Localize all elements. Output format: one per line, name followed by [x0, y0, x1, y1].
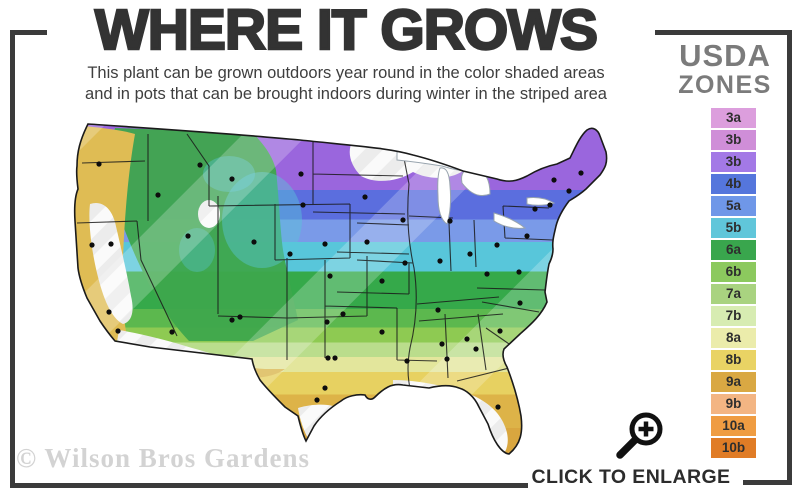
- city-dot: [404, 358, 410, 364]
- city-dot: [229, 176, 235, 182]
- zone-shading: [74, 124, 607, 454]
- city-dot: [106, 309, 112, 315]
- city-dot: [517, 300, 523, 306]
- magnifier-plus-icon[interactable]: [612, 409, 668, 465]
- city-dot: [566, 188, 572, 194]
- city-dot: [300, 202, 306, 208]
- city-dot: [237, 314, 243, 320]
- city-dot: [379, 278, 385, 284]
- subtitle-line-2: and in pots that can be brought indoors …: [85, 85, 607, 104]
- city-dot: [322, 241, 328, 247]
- watermark: © Wilson Bros Gardens: [16, 443, 310, 473]
- city-dot: [327, 273, 333, 279]
- city-dot: [497, 328, 503, 334]
- city-dot: [332, 355, 338, 361]
- zone-chip-8a: 8a: [711, 327, 756, 348]
- city-dot: [392, 386, 398, 392]
- city-dot: [400, 217, 406, 223]
- city-dot: [447, 218, 453, 224]
- city-dot: [169, 329, 175, 335]
- click-to-enlarge-button[interactable]: CLICK TO ENLARGE: [531, 466, 731, 488]
- city-dot: [89, 242, 95, 248]
- city-dot: [322, 385, 328, 391]
- city-dot: [484, 271, 490, 277]
- zone-chip-6b: 6b: [711, 261, 756, 282]
- usda-zones-map[interactable]: [57, 108, 669, 480]
- city-dot: [362, 194, 368, 200]
- city-dot: [155, 192, 161, 198]
- zone-chip-4b: 4b: [711, 173, 756, 194]
- subtitle: This plant can be grown outdoors year ro…: [40, 63, 652, 105]
- zone-chip-3a: 3a: [711, 107, 756, 128]
- city-dot: [229, 317, 235, 323]
- frame-left-bar: [10, 30, 15, 487]
- zone-chip-10b: 10b: [711, 437, 756, 458]
- frame-bottom-right-segment: [743, 480, 792, 485]
- page-title: WHERE IT GROWS: [94, 0, 600, 62]
- city-dot: [298, 171, 304, 177]
- zone-chip-8b: 8b: [711, 349, 756, 370]
- zone-chip-3b: 3b: [711, 129, 756, 150]
- city-dot: [287, 251, 293, 257]
- state-borders: [76, 133, 554, 389]
- zone-chip-5b: 5b: [711, 217, 756, 238]
- city-dot: [494, 242, 500, 248]
- zone-chip-5a: 5a: [711, 195, 756, 216]
- city-dot: [437, 258, 443, 264]
- usda-zones-legend: USDA ZONES 3a 3b 3b 4b 5a 5b 6a 6b 7a 7b 8a 8b 9a 9b 1…: [660, 40, 790, 460]
- city-dot: [96, 161, 102, 167]
- zone-chip-7b: 7b: [711, 305, 756, 326]
- city-dot: [325, 355, 331, 361]
- city-dot: [444, 356, 450, 362]
- city-dots: [89, 161, 584, 434]
- city-dot: [467, 251, 473, 257]
- city-dot: [578, 170, 584, 176]
- city-dot: [314, 397, 320, 403]
- city-dot: [435, 307, 441, 313]
- city-dot: [324, 319, 330, 325]
- legend-title-zones: ZONES: [678, 71, 772, 99]
- city-dot: [495, 404, 501, 410]
- city-dot: [251, 239, 257, 245]
- zone-chip-7a: 7a: [711, 283, 756, 304]
- subtitle-line-1: This plant can be grown outdoors year ro…: [87, 64, 605, 82]
- legend-chips: 3a 3b 3b 4b 5a 5b 6a 6b 7a 7b 8a 8b 9a 9b 10a 10b: [711, 107, 756, 458]
- zone-chip-10a: 10a: [711, 415, 756, 436]
- frame-top-left-segment: [10, 30, 47, 35]
- city-dot: [516, 269, 522, 275]
- city-dot: [379, 329, 385, 335]
- city-dot: [108, 241, 114, 247]
- zone-chip-9b: 9b: [711, 393, 756, 414]
- city-dot: [197, 162, 203, 168]
- city-dot: [464, 336, 470, 342]
- city-dot: [547, 202, 553, 208]
- zone-chip-3b: 3b: [711, 151, 756, 172]
- frame-top-right-segment: [655, 30, 792, 35]
- city-dot: [473, 346, 479, 352]
- city-dot: [364, 239, 370, 245]
- frame-bottom-bar: [10, 483, 528, 488]
- city-dot: [524, 233, 530, 239]
- city-dot: [439, 341, 445, 347]
- city-dot: [402, 260, 408, 266]
- city-dot: [340, 311, 346, 317]
- city-dot: [532, 206, 538, 212]
- frame-right-bar: [787, 30, 792, 485]
- city-dot: [185, 233, 191, 239]
- city-dot: [522, 428, 528, 434]
- city-dot: [115, 328, 121, 334]
- city-dot: [551, 177, 557, 183]
- zone-chip-6a: 6a: [711, 239, 756, 260]
- legend-title-usda: USDA: [679, 38, 771, 73]
- zone-chip-9a: 9a: [711, 371, 756, 392]
- city-dot: [408, 386, 414, 392]
